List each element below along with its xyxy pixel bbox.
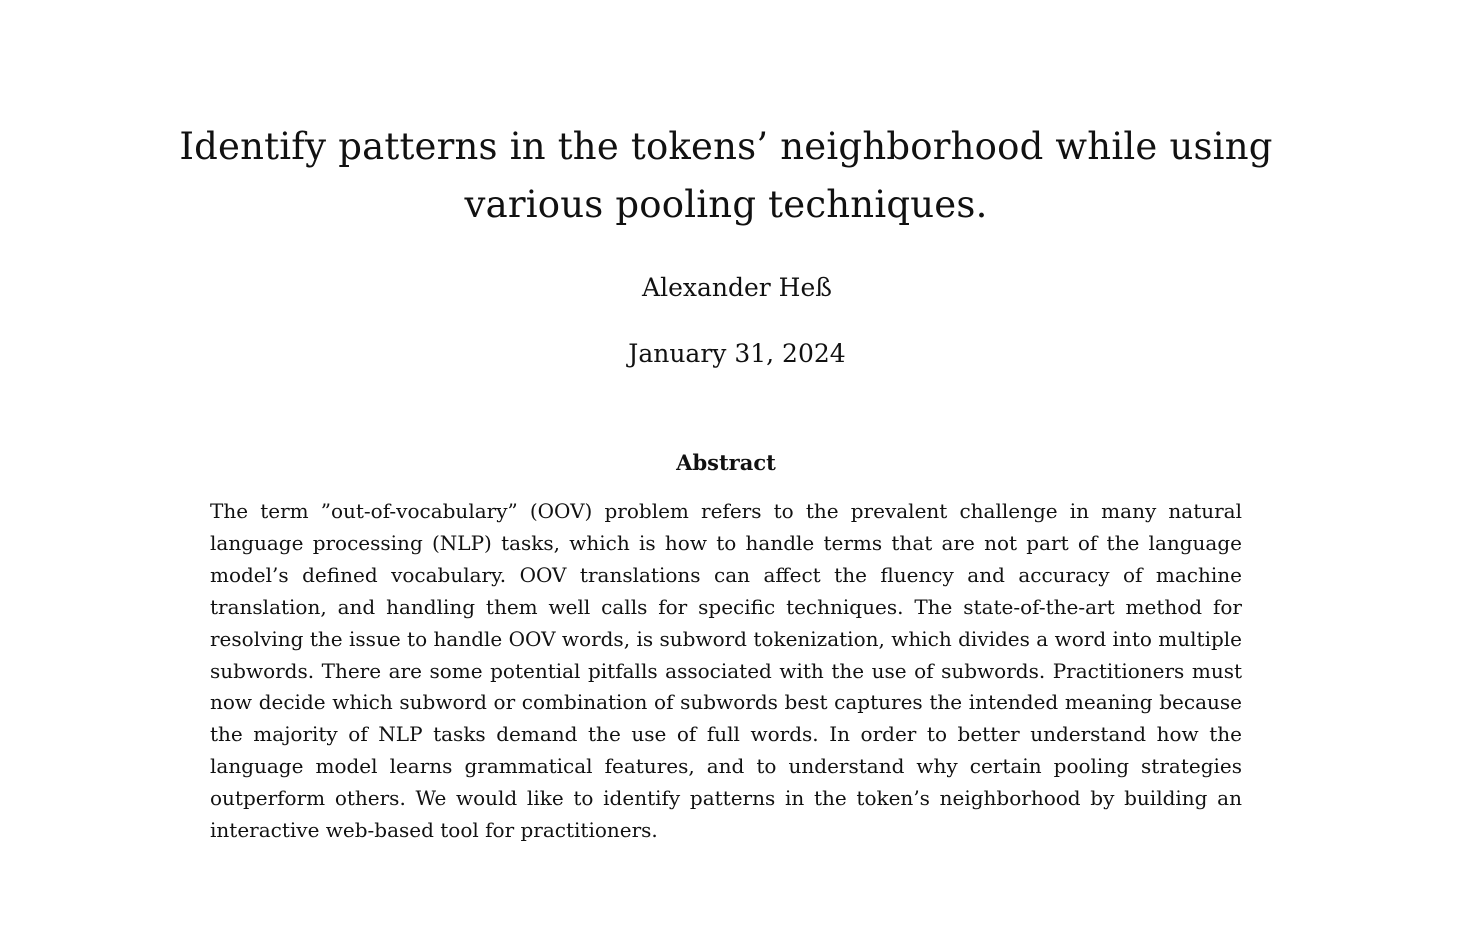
- paper-title: Identify patterns in the tokens’ neighbo…: [179, 125, 1273, 226]
- paper-author: Alexander Heß: [642, 273, 832, 302]
- abstract-heading: Abstract: [676, 450, 776, 475]
- paper-date: January 31, 2024: [628, 339, 846, 368]
- abstract-text: The term ”out-of-vocabulary” (OOV) probl…: [210, 499, 1242, 843]
